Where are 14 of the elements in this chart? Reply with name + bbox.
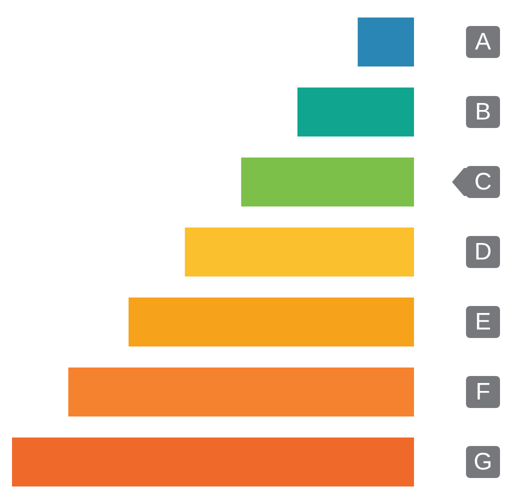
y-tick-label: D: [474, 238, 492, 266]
y-tick-label: C: [474, 168, 492, 196]
bar: [241, 158, 414, 206]
y-tick-label: E: [474, 308, 492, 336]
bar: [297, 88, 414, 136]
y-tick-label: B: [474, 98, 492, 126]
bar: [358, 18, 414, 66]
y-tick-label: G: [474, 448, 492, 476]
bar: [12, 438, 414, 486]
y-tick-label: A: [474, 28, 492, 56]
y-tick-label: F: [476, 378, 490, 406]
bar: [68, 368, 414, 416]
bar: [184, 228, 414, 276]
bar: [128, 298, 414, 346]
